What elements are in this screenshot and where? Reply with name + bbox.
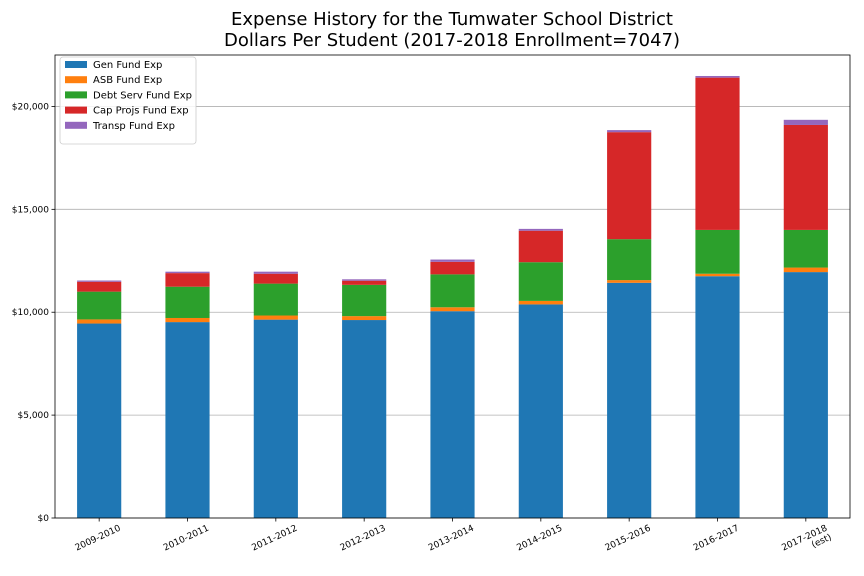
legend-label: Debt Serv Fund Exp: [93, 90, 192, 101]
x-tick-label: 2016-2017: [692, 524, 741, 554]
x-tick-label: 2012-2013: [339, 524, 388, 554]
legend-label: Cap Projs Fund Exp: [93, 106, 189, 117]
bar-segment: [518, 304, 563, 518]
bar-segment: [430, 311, 475, 518]
bar-segment: [607, 130, 652, 133]
bar-segment: [783, 124, 828, 230]
bar-segment: [607, 282, 652, 518]
bar-segment: [518, 300, 563, 305]
legend-box: [59, 56, 197, 145]
bars: [77, 75, 828, 518]
bar-segment: [518, 228, 563, 231]
x-tick-label-group: 2015-2016: [604, 524, 653, 554]
x-tick-label: 2009-2010: [74, 524, 123, 554]
x-tick-label-group: 2013-2014: [427, 524, 476, 554]
legend-swatch: [65, 76, 87, 84]
x-tick-label: 2011-2012: [250, 524, 299, 554]
bar-segment: [783, 267, 828, 273]
bar-segment: [430, 259, 475, 262]
bar-segment: [342, 280, 387, 285]
legend-swatch: [65, 61, 87, 68]
bar-segment: [253, 319, 298, 518]
y-tick-label: $0: [38, 514, 50, 524]
bar-segment: [253, 315, 298, 320]
bar-segment: [518, 262, 563, 301]
legend-swatch: [65, 121, 87, 129]
legend-swatch: [65, 106, 87, 114]
bar-segment: [695, 276, 740, 518]
legend: Gen Fund Exp ASB Fund Exp Debt Serv Fund E…: [59, 56, 197, 145]
y-tick-label: $20,000: [12, 102, 49, 112]
bar-segment: [783, 229, 828, 268]
bar-segment: [695, 75, 740, 78]
bar-segment: [342, 320, 387, 518]
bar-segment: [253, 271, 298, 274]
bar-segment: [430, 307, 475, 312]
bar-segment: [430, 261, 475, 275]
bar-segment: [253, 273, 298, 284]
bar-segment: [607, 239, 652, 281]
bar-segment: [77, 291, 122, 320]
x-tick-label-group: 2014-2015: [515, 524, 564, 554]
bar-segment: [518, 230, 563, 263]
chart-title-line: Dollars Per Student (2017-2018 Enrollmen…: [224, 30, 680, 51]
bar-segment: [783, 272, 828, 518]
bar-segment: [165, 286, 210, 318]
x-tick-label: 2013-2014: [427, 524, 476, 554]
chart-title: Expense History for the Tumwater School …: [224, 9, 680, 51]
bar-segment: [165, 271, 210, 274]
bar-segment: [165, 322, 210, 518]
bar-segment: [77, 281, 122, 292]
bar-segment: [77, 280, 122, 282]
bar-segment: [342, 284, 387, 317]
bar-segment: [77, 319, 122, 324]
bar-segment: [695, 229, 740, 274]
x-tick-label-group: 2009-2010: [74, 524, 123, 554]
y-axis: $0 $5,000 $10,000 $15,000 $20,000: [12, 102, 55, 524]
bar-segment: [342, 316, 387, 321]
bar-segment: [77, 323, 122, 518]
legend-swatch: [65, 91, 87, 99]
bar-segment: [165, 273, 210, 287]
x-tick-label: 2014-2015: [515, 524, 564, 554]
y-tick-label: $5,000: [18, 411, 50, 421]
bar-segment: [783, 119, 828, 125]
x-tick-label: 2015-2016: [604, 524, 653, 554]
y-tick-label: $10,000: [12, 308, 49, 318]
x-tick-label-group: 2012-2013: [339, 524, 388, 554]
bar-segment: [695, 77, 740, 230]
x-tick-label-group: 2017-2018(est): [780, 524, 833, 554]
bar-segment: [607, 280, 652, 283]
bar-segment: [695, 273, 740, 277]
bar-segment: [430, 274, 475, 308]
x-tick-label-group: 2010-2011: [162, 524, 211, 554]
x-tick-label-group: 2011-2012: [250, 524, 299, 554]
legend-label: Transp Fund Exp: [92, 121, 175, 132]
x-tick-label-group: 2016-2017: [692, 524, 741, 554]
bar-segment: [165, 317, 210, 323]
x-axis: 2009-2010 2010-2011 2011-2012 2012-2013 2013…: [74, 518, 833, 554]
chart-title-line: Expense History for the Tumwater School …: [231, 9, 673, 30]
x-tick-label: 2010-2011: [162, 524, 211, 554]
bar-segment: [342, 279, 387, 281]
y-tick-label: $15,000: [12, 205, 49, 215]
bar-segment: [607, 132, 652, 240]
legend-label: Gen Fund Exp: [93, 60, 162, 71]
bar-segment: [253, 283, 298, 316]
legend-label: ASB Fund Exp: [93, 75, 162, 86]
